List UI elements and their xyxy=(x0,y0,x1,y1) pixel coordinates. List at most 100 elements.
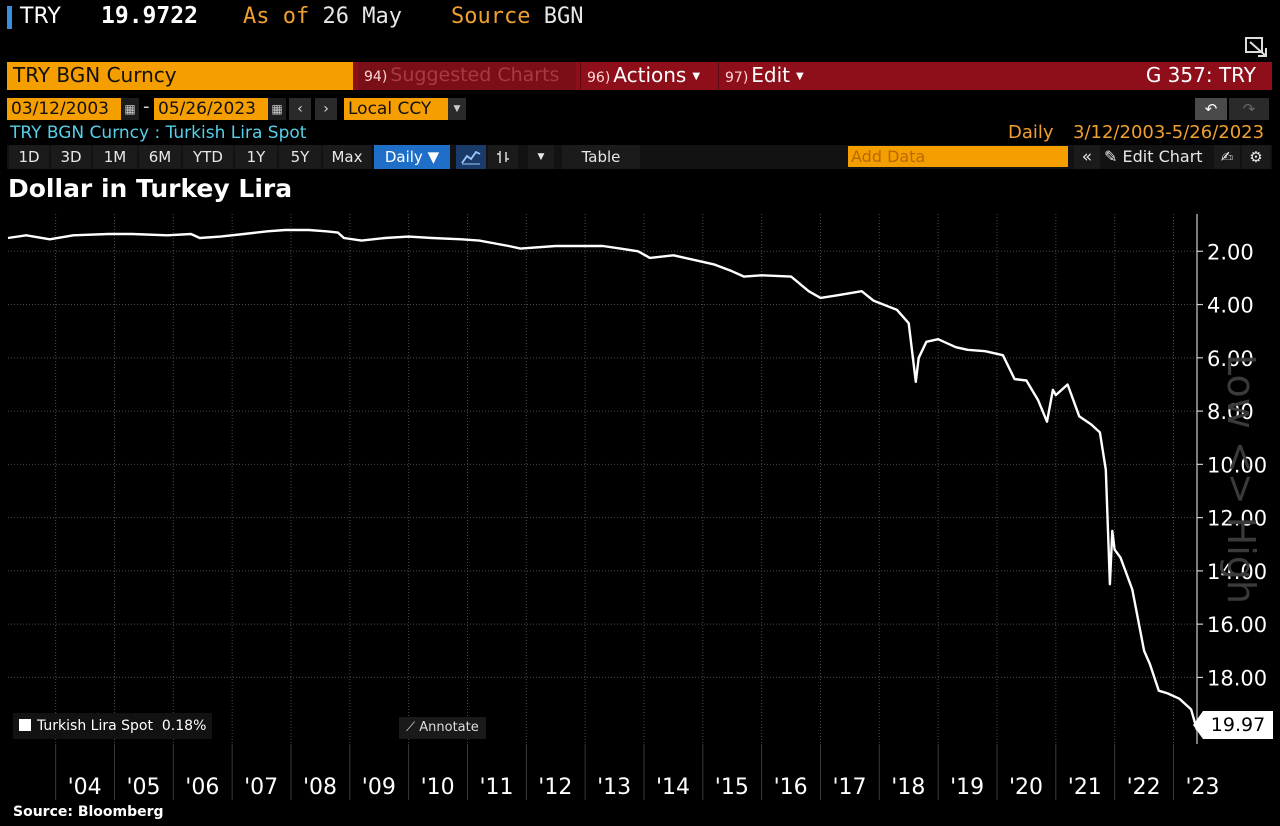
edit-dropdown-icon: ▼ xyxy=(796,71,804,82)
x-tick-label: '05 xyxy=(126,775,160,800)
ticker-color-marker xyxy=(7,6,12,29)
edit-number: 97) xyxy=(725,70,749,86)
x-tick-label: '06 xyxy=(185,775,219,800)
last-value-pointer xyxy=(1193,711,1203,739)
as-of-label: As of 26 May xyxy=(243,4,402,29)
y-tick-label: 14.00 xyxy=(1207,560,1267,584)
calendar-icon[interactable]: ▦ xyxy=(268,98,286,120)
pencil-icon: ✎ xyxy=(1104,147,1118,166)
suggested-charts-label: Suggested Charts xyxy=(390,64,560,86)
y-tick-label: 10.00 xyxy=(1207,453,1267,477)
chevron-left-icon[interactable]: ‹ xyxy=(289,98,311,120)
legend-series-label: Turkish Lira Spot xyxy=(37,718,153,734)
bar-chart-icon[interactable] xyxy=(488,145,518,169)
source-note: Source: Bloomberg xyxy=(13,804,164,820)
x-tick-label: '04 xyxy=(68,775,102,800)
legend-change: 0.18% xyxy=(161,718,207,734)
collapse-left-icon[interactable]: « xyxy=(1074,145,1100,169)
x-tick-label: '09 xyxy=(362,775,396,800)
x-tick-label: '15 xyxy=(715,775,749,800)
chevron-down-icon: ▼ xyxy=(448,98,466,120)
y-tick-label: 6.00 xyxy=(1207,347,1254,371)
chart-title: Dollar in Turkey Lira xyxy=(8,174,293,203)
add-data-input[interactable]: Add Data xyxy=(848,146,1068,167)
as-of-label-text: As of xyxy=(243,4,310,29)
gear-icon[interactable]: ⚙ xyxy=(1242,145,1270,169)
currency-select-value: Local CCY xyxy=(348,99,432,119)
calendar-icon[interactable]: ▦ xyxy=(121,98,139,120)
x-tick-label: '16 xyxy=(774,775,808,800)
x-tick-label: '11 xyxy=(479,775,513,800)
x-tick-label: '14 xyxy=(656,775,690,800)
currency-select[interactable]: Local CCY ▼ xyxy=(344,98,466,120)
edit-label: Edit xyxy=(751,63,791,87)
series-layer xyxy=(7,228,1199,731)
popout-icon[interactable] xyxy=(1244,36,1270,60)
x-tick-label: '07 xyxy=(244,775,278,800)
edit-chart-button[interactable]: ✎ Edit Chart xyxy=(1104,145,1203,169)
range-ytd-button[interactable]: YTD xyxy=(183,145,233,169)
x-gridlines xyxy=(55,214,1174,800)
y-tick-label: 18.00 xyxy=(1207,666,1267,690)
range-max-button[interactable]: Max xyxy=(323,145,371,169)
y-tick-label: 2.00 xyxy=(1207,240,1254,264)
security-field[interactable]: TRY BGN Curncy xyxy=(7,62,353,90)
range-1m-button[interactable]: 1M xyxy=(93,145,137,169)
range-3d-button[interactable]: 3D xyxy=(51,145,91,169)
range-1y-button[interactable]: 1Y xyxy=(235,145,277,169)
x-tick-label: '08 xyxy=(303,775,337,800)
x-tick-label: '22 xyxy=(1127,775,1161,800)
as-of-date: 26 May xyxy=(322,4,402,29)
last-value-label: 19.97 xyxy=(1203,711,1273,739)
line-chart-icon[interactable] xyxy=(456,145,486,169)
edit-box-icon[interactable]: ✍ xyxy=(1214,145,1240,169)
range-6m-button[interactable]: 6M xyxy=(139,145,181,169)
x-tick-label: '12 xyxy=(538,775,572,800)
range-5y-button[interactable]: 5Y xyxy=(279,145,321,169)
actions-number: 96) xyxy=(587,70,611,86)
actions-label: Actions xyxy=(613,63,687,87)
suggested-charts-button[interactable]: 94) Suggested Charts xyxy=(358,62,576,90)
date-range-label: 3/12/2003-5/26/2023 xyxy=(1073,122,1265,143)
period-label: Daily xyxy=(1008,122,1054,143)
legend[interactable]: Turkish Lira Spot 0.18% xyxy=(13,713,213,739)
actions-dropdown-icon: ▼ xyxy=(692,71,701,82)
annotate-button[interactable]: ⟋ Annotate xyxy=(399,717,486,739)
edit-chart-label: Edit Chart xyxy=(1122,147,1203,166)
end-date-input[interactable]: 05/26/2023 xyxy=(154,98,268,120)
y-axis-ticks: 2.00 4.00 6.00 8.00 10.00 12.00 14.00 16.00 18.0… xyxy=(1197,240,1267,690)
edit-menu[interactable]: 97) Edit ▼ xyxy=(718,62,820,90)
y-tick-label: 16.00 xyxy=(1207,613,1267,637)
chevron-right-icon[interactable]: › xyxy=(315,98,337,120)
range-1d-button[interactable]: 1D xyxy=(9,145,49,169)
function-code: G 357: TRY xyxy=(1145,63,1256,87)
start-date-input[interactable]: 03/12/2003 xyxy=(7,98,121,120)
frequency-dropdown[interactable]: Daily ▼ xyxy=(374,145,450,169)
ticker-symbol: TRY xyxy=(20,4,61,29)
undo-icon[interactable]: ↶ xyxy=(1195,98,1227,120)
series-line-turkish-lira-spot xyxy=(7,228,1199,731)
annotate-label: Annotate xyxy=(419,720,479,735)
table-button[interactable]: Table xyxy=(562,145,640,169)
low-high-watermark: Low <> High xyxy=(1219,354,1263,604)
source-label-text: Source xyxy=(451,4,531,29)
x-tick-label: '19 xyxy=(950,775,984,800)
chart-type-dropdown-icon[interactable]: ▼ xyxy=(528,145,554,169)
x-tick-label: '13 xyxy=(597,775,631,800)
annotate-icon: ⟋ xyxy=(406,720,416,735)
y-tick-label: 8.00 xyxy=(1207,400,1254,424)
redo-icon[interactable]: ↷ xyxy=(1229,98,1269,120)
source-label: Source BGN xyxy=(451,4,583,29)
actions-menu[interactable]: 96) Actions ▼ xyxy=(580,62,716,90)
x-tick-label: '10 xyxy=(421,775,455,800)
x-tick-label: '17 xyxy=(832,775,866,800)
security-description: TRY BGN Curncy : Turkish Lira Spot xyxy=(10,123,307,143)
x-tick-label: '18 xyxy=(891,775,925,800)
x-tick-label: '21 xyxy=(1068,775,1102,800)
x-axis-ticks: '04 '05 '06 '07 '08 '09 '10 '11 '12 '13 '14 '15 '16 '… xyxy=(68,775,1220,800)
y-tick-label: 4.00 xyxy=(1207,294,1254,318)
frequency-value: Daily xyxy=(384,148,423,166)
date-separator: - xyxy=(143,96,150,117)
source-value: BGN xyxy=(543,4,584,29)
line-chart[interactable]: 2.00 4.00 6.00 8.00 10.00 12.00 14.00 16.00 18.0… xyxy=(0,200,1280,800)
